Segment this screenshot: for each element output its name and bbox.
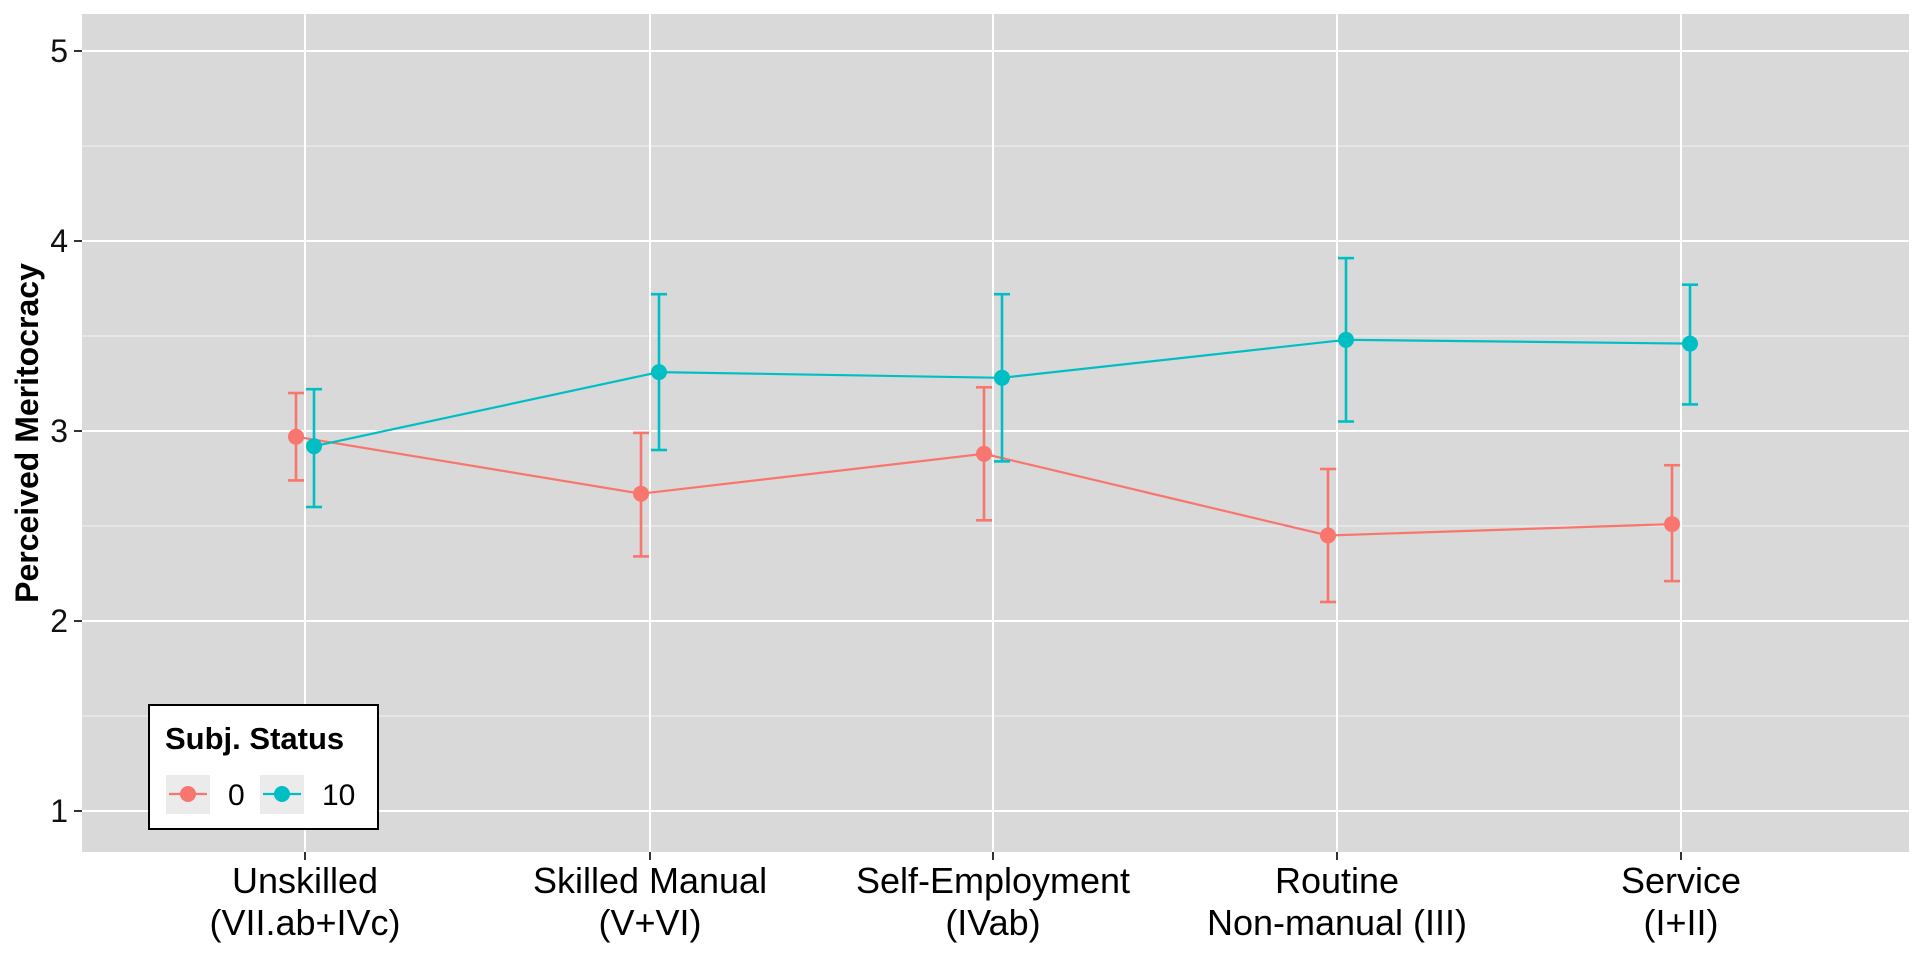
data-point [1320,527,1336,544]
data-point [1338,331,1354,348]
y-axis-title: Perceived Meritocracy [9,263,45,603]
y-tick-label: 1 [50,793,68,829]
y-tick-label: 5 [50,33,68,69]
legend-label: 10 [322,779,355,812]
x-tick-label: Service (I+II) [1621,860,1741,943]
plot-panel [82,14,1909,852]
series-0 [288,385,1680,604]
legend-key-0 [166,775,210,814]
legend-key-point [274,786,290,802]
legend-key-point [180,786,196,802]
x-tick-label: Skilled Manual (V+VI) [533,860,767,943]
data-point [994,369,1010,386]
x-tick-label: Routine Non-manual (III) [1207,860,1467,943]
legend: Subj. Status 0 10 [148,704,379,830]
legend-title: Subj. Status [165,721,344,756]
data-point [1682,335,1698,352]
series-10 [306,256,1698,509]
x-tick-label: Unskilled (VII.ab+IVc) [209,860,400,943]
legend-items: 0 10 [166,775,355,814]
x-tick-label: Self-Employment (IVab) [856,860,1130,943]
y-axis: 1 2 3 4 5 [50,33,82,829]
series-layer [288,256,1698,604]
x-axis: Unskilled (VII.ab+IVc) Skilled Manual (V+VI… [209,852,1741,943]
y-tick-label: 2 [50,603,68,639]
legend-label: 0 [228,779,245,812]
data-point [633,485,649,502]
data-point [306,438,322,455]
data-point [976,445,992,462]
data-point [651,364,667,381]
y-tick-label: 3 [50,413,68,449]
data-point [1664,516,1680,533]
y-tick-label: 4 [50,223,68,259]
data-point [288,428,304,445]
grid-minor [82,145,1909,717]
legend-key-10 [260,775,304,814]
